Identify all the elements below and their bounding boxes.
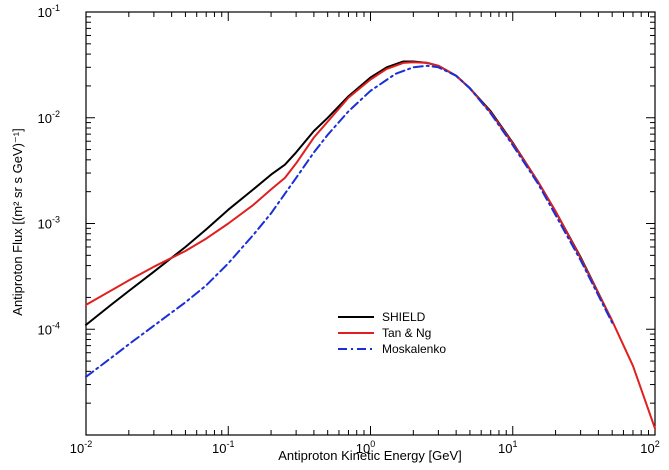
y-tick-label: 10-1 (38, 3, 60, 20)
plot-frame (85, 11, 656, 436)
legend: SHIELD Tan & Ng Moskalenko (338, 310, 446, 356)
legend-label: Tan & Ng (382, 326, 431, 340)
series-line-tan-ng (85, 61, 656, 430)
y-tick-label: 10-3 (38, 215, 60, 232)
y-tick-label: 10-4 (38, 320, 60, 337)
axis-ticks (85, 11, 656, 436)
y-axis-label: Antiproton Flux [(m² sr s GeV)⁻¹] (10, 128, 25, 315)
y-tick-label: 10-2 (38, 109, 60, 126)
x-tick-label: 102 (640, 439, 659, 456)
legend-label: Moskalenko (382, 342, 446, 356)
series-line-moskalenko (85, 64, 614, 378)
tick-labels: 10-2 10-1 100 101 102 10-1 10-2 10-3 10-4 (38, 3, 660, 456)
x-tick-label: 10-2 (70, 439, 92, 456)
series-layer (85, 60, 656, 430)
x-tick-label: 101 (498, 439, 517, 456)
x-tick-label: 10-1 (212, 439, 234, 456)
x-axis-label: Antiproton Kinetic Energy [GeV] (278, 448, 462, 463)
series-line-shield (85, 60, 614, 326)
legend-label: SHIELD (382, 310, 426, 324)
x-tick-label: 100 (356, 439, 375, 456)
